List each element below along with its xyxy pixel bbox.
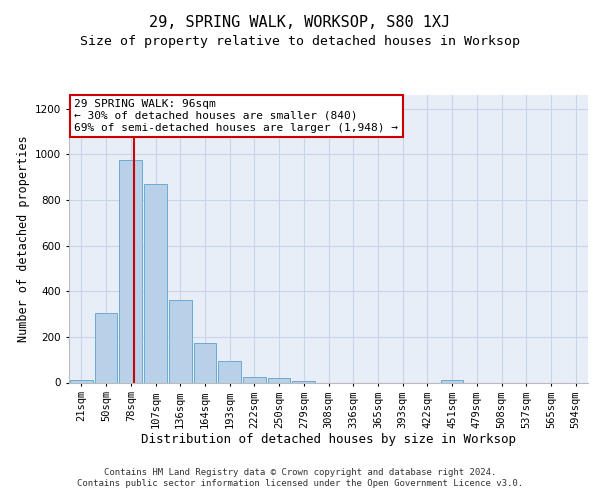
Text: Contains HM Land Registry data © Crown copyright and database right 2024.
Contai: Contains HM Land Registry data © Crown c… bbox=[77, 468, 523, 487]
Bar bbox=[144, 184, 167, 382]
Text: 29, SPRING WALK, WORKSOP, S80 1XJ: 29, SPRING WALK, WORKSOP, S80 1XJ bbox=[149, 15, 451, 30]
Text: Size of property relative to detached houses in Worksop: Size of property relative to detached ho… bbox=[80, 34, 520, 48]
Bar bbox=[243, 378, 266, 382]
Bar bbox=[441, 380, 463, 382]
X-axis label: Distribution of detached houses by size in Worksop: Distribution of detached houses by size … bbox=[141, 433, 516, 446]
Bar bbox=[292, 380, 315, 382]
Bar bbox=[268, 378, 290, 382]
Bar bbox=[194, 342, 216, 382]
Bar bbox=[95, 313, 118, 382]
Y-axis label: Number of detached properties: Number of detached properties bbox=[17, 136, 29, 342]
Bar bbox=[119, 160, 142, 382]
Bar bbox=[169, 300, 191, 382]
Bar bbox=[218, 361, 241, 382]
Bar bbox=[70, 380, 93, 382]
Text: 29 SPRING WALK: 96sqm
← 30% of detached houses are smaller (840)
69% of semi-det: 29 SPRING WALK: 96sqm ← 30% of detached … bbox=[74, 100, 398, 132]
